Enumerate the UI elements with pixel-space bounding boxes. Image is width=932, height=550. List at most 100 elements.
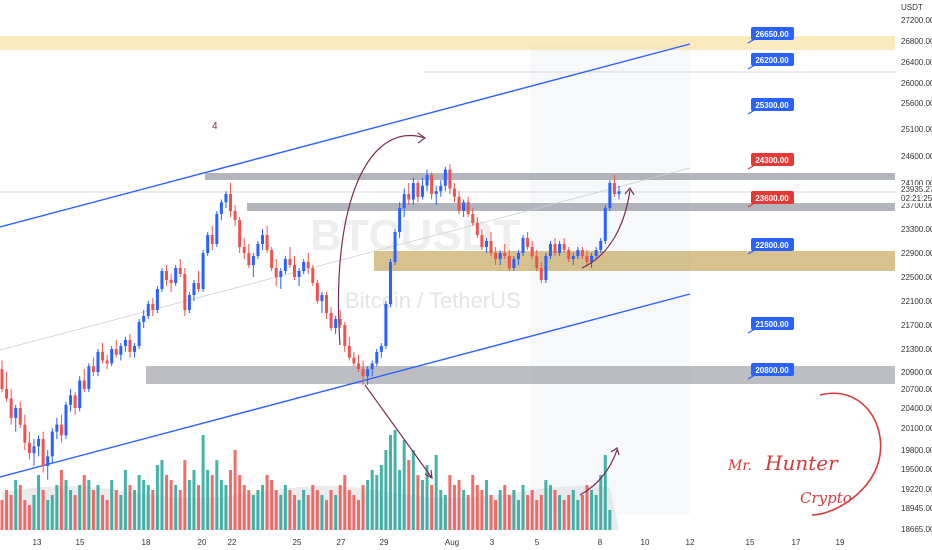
candle-body xyxy=(494,253,498,259)
candle-body xyxy=(585,256,589,262)
level-tag xyxy=(751,153,794,166)
volume-bar xyxy=(197,485,201,530)
candle-body xyxy=(14,408,18,418)
level-tag-label: 23600.00 xyxy=(755,194,789,203)
channel-upper-line xyxy=(0,43,691,228)
volume-bar xyxy=(32,495,36,530)
level-tag xyxy=(751,238,794,251)
mid-channel-line xyxy=(0,167,691,351)
volume-bar xyxy=(91,490,95,530)
volume-bar xyxy=(521,485,525,530)
volume-bar xyxy=(315,490,319,530)
price-tick-label: 18945.00 xyxy=(901,504,932,513)
candle-body xyxy=(101,351,105,361)
candle-body xyxy=(489,241,493,253)
trend-channel[interactable] xyxy=(0,43,691,478)
candle-body xyxy=(201,253,205,289)
volume-bar xyxy=(256,490,260,530)
volume-bar xyxy=(416,475,420,530)
level-tag-label: 26650.00 xyxy=(755,30,789,39)
price-tick-label: 26800.00 xyxy=(901,37,932,46)
arrow-volume xyxy=(579,449,618,496)
time-tick-label: 22 xyxy=(228,538,237,547)
volume-bar xyxy=(215,460,219,530)
volume-bar xyxy=(110,480,114,530)
candle-body xyxy=(192,283,196,295)
candle-body xyxy=(443,169,447,186)
volume-bar xyxy=(567,495,571,530)
volume-bar xyxy=(471,475,475,530)
volume-bar xyxy=(329,490,333,530)
price-axis[interactable]: USDT 27200.00 26800.00 26400.00 26000.00 2560… xyxy=(896,0,932,550)
arrow-up-right xyxy=(581,189,631,269)
price-axis-bg xyxy=(896,0,932,550)
candle-body xyxy=(242,247,246,253)
candle-body xyxy=(160,271,164,289)
time-axis-bg xyxy=(0,534,932,550)
candle-body xyxy=(96,351,100,372)
candle-body xyxy=(471,214,475,223)
volume-bar xyxy=(530,490,534,530)
level-tag xyxy=(751,53,794,66)
volume-bar xyxy=(133,490,137,530)
volume-bar xyxy=(576,500,580,530)
candle-body xyxy=(462,202,466,211)
candle-body xyxy=(302,262,306,271)
volume-bar xyxy=(475,485,479,530)
support-zone xyxy=(146,366,895,384)
volume-bar xyxy=(233,450,237,530)
volume-bar xyxy=(14,480,18,530)
volume-bar xyxy=(192,470,196,530)
volume-bar xyxy=(366,480,370,530)
candle-body xyxy=(210,235,214,244)
volume-bar xyxy=(420,480,424,530)
candle-body xyxy=(347,346,351,358)
arrow-rally-head xyxy=(417,132,427,144)
level-tag-label: 20800.00 xyxy=(755,366,789,375)
candle-body xyxy=(434,191,438,194)
candle-body xyxy=(251,256,255,265)
candle-body xyxy=(18,408,22,425)
volume-bar xyxy=(73,495,77,530)
current-price-label: 23935.27 xyxy=(901,185,932,194)
volume-bar xyxy=(590,490,594,530)
candle-body xyxy=(142,316,146,322)
volume-bar xyxy=(580,495,584,530)
volume-bar xyxy=(489,495,493,530)
arrow-drop xyxy=(364,384,433,479)
time-tick-label: 25 xyxy=(293,538,302,547)
candle-body xyxy=(544,256,548,280)
volume-bar xyxy=(306,495,310,530)
time-axis[interactable]: 13 15 18 20 22 25 27 29 Aug 3 5 8 10 12 15 17 19 xyxy=(0,534,932,550)
level-tag xyxy=(751,27,794,40)
volume-bar xyxy=(82,475,86,530)
price-tick-label: 20100.00 xyxy=(901,424,932,433)
volume-bar xyxy=(169,480,173,530)
volume-bar xyxy=(516,500,520,530)
time-tick-label: 15 xyxy=(76,538,85,547)
candle-body xyxy=(420,185,424,197)
volume-bar xyxy=(603,455,607,530)
candle-body xyxy=(603,208,607,241)
volume-bar xyxy=(539,495,543,530)
candle-body xyxy=(384,304,388,346)
volume-bar xyxy=(393,430,397,530)
arrow-drawings[interactable] xyxy=(337,132,635,496)
candle-body xyxy=(466,202,470,214)
volume-bar xyxy=(87,480,91,530)
candle-body xyxy=(480,235,484,247)
candle-body xyxy=(137,322,141,346)
candle-body xyxy=(448,169,452,189)
signature-swoosh xyxy=(811,392,882,516)
candle-body xyxy=(224,194,228,203)
candle-body xyxy=(329,313,333,328)
candle-body xyxy=(402,194,406,208)
candle-body xyxy=(617,191,621,194)
volume-bar xyxy=(334,495,338,530)
candle-body xyxy=(114,349,118,355)
volume-bar xyxy=(224,485,228,530)
candle-body xyxy=(452,188,456,197)
candle-body xyxy=(206,235,210,253)
